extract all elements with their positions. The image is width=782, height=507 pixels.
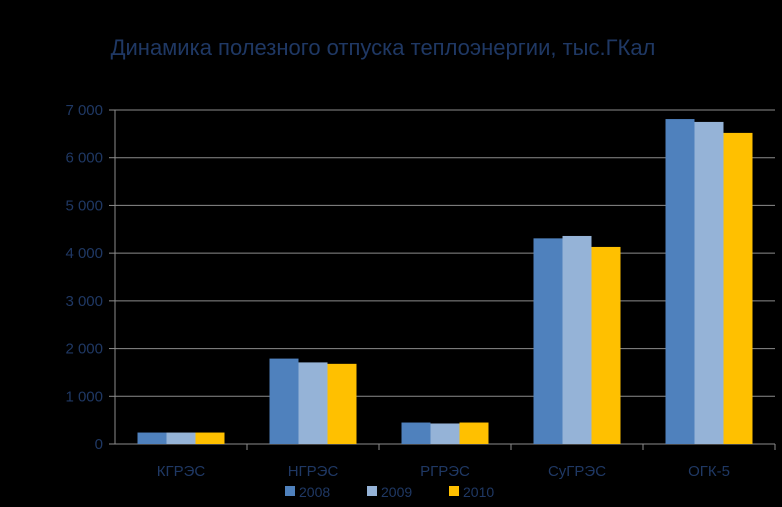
bar-2009-3: [562, 235, 592, 444]
x-category-label: ОГК-5: [688, 463, 730, 480]
y-tick-label: 0: [95, 436, 103, 453]
bar-2009-2: [430, 423, 460, 444]
x-category-label: КГРЭС: [157, 463, 206, 480]
y-tick-label: 7 000: [65, 102, 103, 119]
y-tick-label: 3 000: [65, 293, 103, 310]
y-tick-label: 2 000: [65, 341, 103, 358]
y-tick-label: 6 000: [65, 150, 103, 167]
y-tick-label: 4 000: [65, 245, 103, 262]
bar-2008-1: [269, 358, 299, 444]
bar-2008-0: [137, 432, 167, 444]
axes: 0 1 000 2 000 3 000 4 000 5 000 6 000 7 000 КГРЭ…: [65, 102, 776, 480]
bar-2008-2: [401, 422, 431, 444]
bar-2010-1: [327, 363, 357, 444]
legend-label-2010: 2010: [463, 484, 494, 500]
x-category-label: РГРЭС: [420, 463, 470, 480]
bar-2009-0: [166, 432, 196, 444]
bar-2010-2: [459, 422, 489, 444]
bar-2009-1: [298, 362, 328, 444]
x-category-label: СуГРЭС: [548, 463, 606, 480]
legend-swatch-2009: [367, 486, 377, 496]
y-tick-label: 1 000: [65, 388, 103, 405]
gridlines: [115, 109, 775, 397]
legend-label-2008: 2008: [299, 484, 330, 500]
bar-2010-0: [195, 432, 225, 444]
legend-swatch-2008: [285, 486, 295, 496]
y-tick-label: 5 000: [65, 197, 103, 214]
bar-2009-4: [694, 121, 724, 444]
legend: 2008 2009 2010: [285, 484, 494, 500]
bar-2008-3: [533, 238, 563, 444]
bar-2010-3: [591, 246, 621, 444]
legend-swatch-2010: [449, 486, 459, 496]
x-category-label: НГРЭС: [288, 463, 339, 480]
bar-2008-4: [665, 119, 695, 445]
chart-title: Динамика полезного отпуска теплоэнергии,…: [111, 35, 656, 60]
bar-2010-4: [723, 132, 753, 444]
legend-label-2009: 2009: [381, 484, 412, 500]
bars: [137, 119, 753, 445]
